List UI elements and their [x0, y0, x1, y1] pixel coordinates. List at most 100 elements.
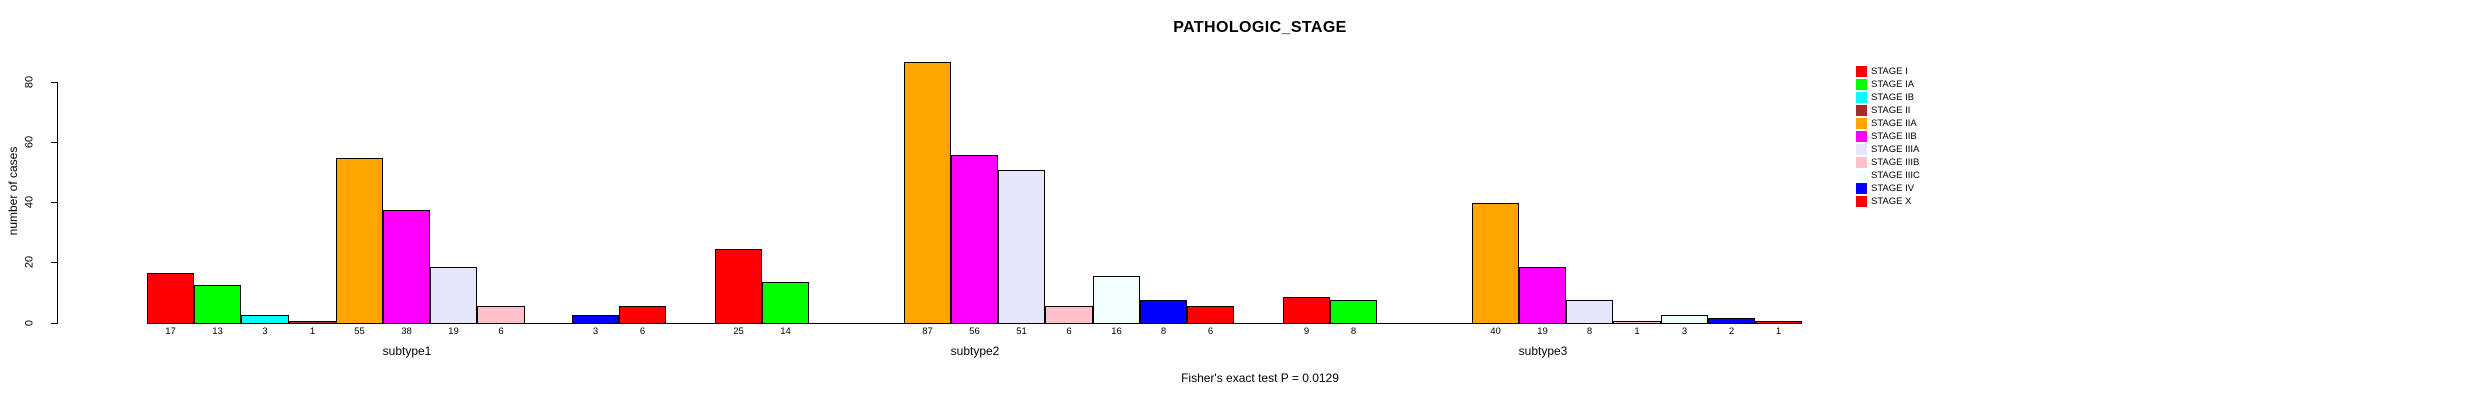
legend-item-label: STAGE IIA — [1871, 117, 1917, 129]
bar-value-label: 8 — [1586, 326, 1593, 337]
legend-item-label: STAGE IIIC — [1871, 169, 1920, 181]
legend-item-stage-iiic: STAGE IIIC — [1856, 169, 1920, 181]
stage-ib-swatch — [1856, 91, 1867, 103]
bar-value-label: 13 — [212, 326, 223, 337]
bar-value-label: 40 — [1490, 326, 1501, 337]
bar-value-label: 6 — [639, 326, 646, 337]
bar-value-label: 3 — [262, 326, 268, 337]
bar-stage-i-subtype2 — [715, 249, 762, 324]
x-axis-group-label: subtype1 — [382, 344, 432, 358]
bar-value-label: 6 — [1207, 326, 1214, 337]
x-axis-group-label: subtype2 — [950, 344, 1000, 358]
bar-stage-x-subtype3 — [1755, 321, 1802, 324]
legend-item-label: STAGE IIIA — [1871, 143, 1920, 155]
legend-item-label: STAGE IIB — [1871, 130, 1917, 142]
bar-stage-x-subtype1 — [619, 306, 666, 324]
y-axis-tick-label: 0 — [23, 319, 36, 327]
legend-item-label: STAGE II — [1871, 104, 1911, 116]
bar-stage-iib-subtype3 — [1519, 267, 1566, 324]
bar-value-label: 51 — [1016, 326, 1027, 337]
stage-ia-swatch — [1856, 78, 1867, 90]
bar-value-label: 87 — [922, 326, 933, 337]
legend-item-stage-iib: STAGE IIB — [1856, 130, 1917, 142]
bar-value-label: 55 — [354, 326, 365, 337]
bar-value-label: 19 — [448, 326, 459, 337]
stage-iia-swatch — [1856, 117, 1867, 129]
bar-value-label: 25 — [733, 326, 744, 337]
bar-value-label: 17 — [165, 326, 176, 337]
legend-item-label: STAGE X — [1871, 195, 1912, 207]
bar-value-label: 3 — [1681, 326, 1688, 337]
legend-item-stage-x: STAGE X — [1856, 195, 1911, 207]
bar-stage-ia-subtype3 — [1330, 300, 1377, 324]
bar-value-label: 1 — [1775, 326, 1782, 337]
stage-x-swatch — [1856, 195, 1867, 207]
legend-item-label: STAGE IIIB — [1871, 156, 1920, 168]
bar-value-label: 1 — [309, 326, 316, 337]
legend-item-stage-ia: STAGE IA — [1856, 78, 1914, 90]
bar-stage-ib-subtype1 — [241, 315, 289, 324]
bar-value-label: 38 — [401, 326, 412, 337]
y-axis-tick — [51, 262, 57, 263]
bar-stage-iv-subtype3 — [1708, 318, 1755, 324]
bar-value-label: 8 — [1160, 326, 1167, 337]
bar-stage-x-subtype2 — [1187, 306, 1234, 324]
bar-stage-iv-subtype2 — [1140, 300, 1187, 324]
fisher-test-result: Fisher's exact test P = 0.0129 — [1181, 371, 1339, 385]
y-axis-tick — [51, 82, 57, 83]
legend-item-stage-ib: STAGE IB — [1856, 91, 1914, 103]
bar-stage-i-subtype1 — [147, 273, 194, 324]
legend-item-stage-iiib: STAGE IIIB — [1856, 156, 1919, 168]
y-axis-tick — [51, 142, 57, 143]
legend-item-label: STAGE I — [1871, 65, 1908, 77]
chart-title: PATHOLOGIC_STAGE — [1173, 19, 1347, 36]
bar-value-label: 14 — [780, 326, 791, 337]
bar-stage-iiia-subtype2 — [998, 170, 1045, 324]
stage-iib-swatch — [1856, 130, 1867, 142]
bar-stage-ii-subtype1 — [289, 321, 336, 324]
legend-item-stage-iia: STAGE IIA — [1856, 117, 1917, 129]
bar-stage-iia-subtype3 — [1472, 203, 1519, 324]
bar-stage-iiib-subtype2 — [1045, 306, 1093, 324]
bar-value-label: 3 — [592, 326, 599, 337]
bar-stage-iib-subtype1 — [383, 210, 430, 324]
bar-value-label: 2 — [1728, 326, 1735, 337]
legend-item-label: STAGE IV — [1871, 182, 1915, 194]
bar-stage-i-subtype3 — [1283, 297, 1330, 324]
y-axis-label: number of cases — [6, 146, 20, 236]
stage-iiia-swatch — [1856, 143, 1867, 155]
bar-stage-iia-subtype2 — [904, 62, 951, 324]
stage-iv-swatch — [1856, 182, 1867, 194]
stage-iiic-swatch — [1856, 169, 1867, 181]
y-axis-line — [57, 82, 58, 324]
bar-value-label: 56 — [969, 326, 980, 337]
legend-item-label: STAGE IB — [1871, 91, 1915, 103]
stage-ii-swatch — [1856, 104, 1867, 116]
bar-value-label: 16 — [1111, 326, 1122, 337]
bar-stage-iiic-subtype2 — [1093, 276, 1140, 324]
bar-stage-iia-subtype1 — [336, 158, 383, 324]
bar-stage-iiib-subtype3 — [1613, 321, 1661, 324]
y-axis-tick — [51, 202, 57, 203]
bar-stage-iib-subtype2 — [951, 155, 998, 324]
y-axis-tick-label: 40 — [23, 195, 36, 209]
bar-stage-ia-subtype2 — [762, 282, 809, 324]
bar-stage-iiic-subtype3 — [1661, 315, 1708, 324]
legend-item-stage-iiia: STAGE IIIA — [1856, 143, 1919, 155]
legend-item-stage-i: STAGE I — [1856, 65, 1908, 77]
bar-value-label: 9 — [1303, 326, 1310, 337]
legend-item-stage-iv: STAGE IV — [1856, 182, 1914, 194]
legend-item-stage-ii: STAGE II — [1856, 104, 1910, 116]
y-axis-tick — [51, 323, 57, 324]
bar-stage-iiib-subtype1 — [477, 306, 525, 324]
y-axis-tick-label: 60 — [23, 135, 36, 149]
bar-stage-iv-subtype1 — [572, 315, 619, 324]
y-axis-tick-label: 20 — [23, 255, 36, 269]
bar-stage-iiia-subtype3 — [1566, 300, 1613, 324]
bar-value-label: 8 — [1350, 326, 1357, 337]
bar-stage-iiia-subtype1 — [430, 267, 477, 324]
bar-value-label: 19 — [1537, 326, 1548, 337]
legend-item-label: STAGE IA — [1871, 78, 1915, 90]
bar-stage-ia-subtype1 — [194, 285, 241, 324]
